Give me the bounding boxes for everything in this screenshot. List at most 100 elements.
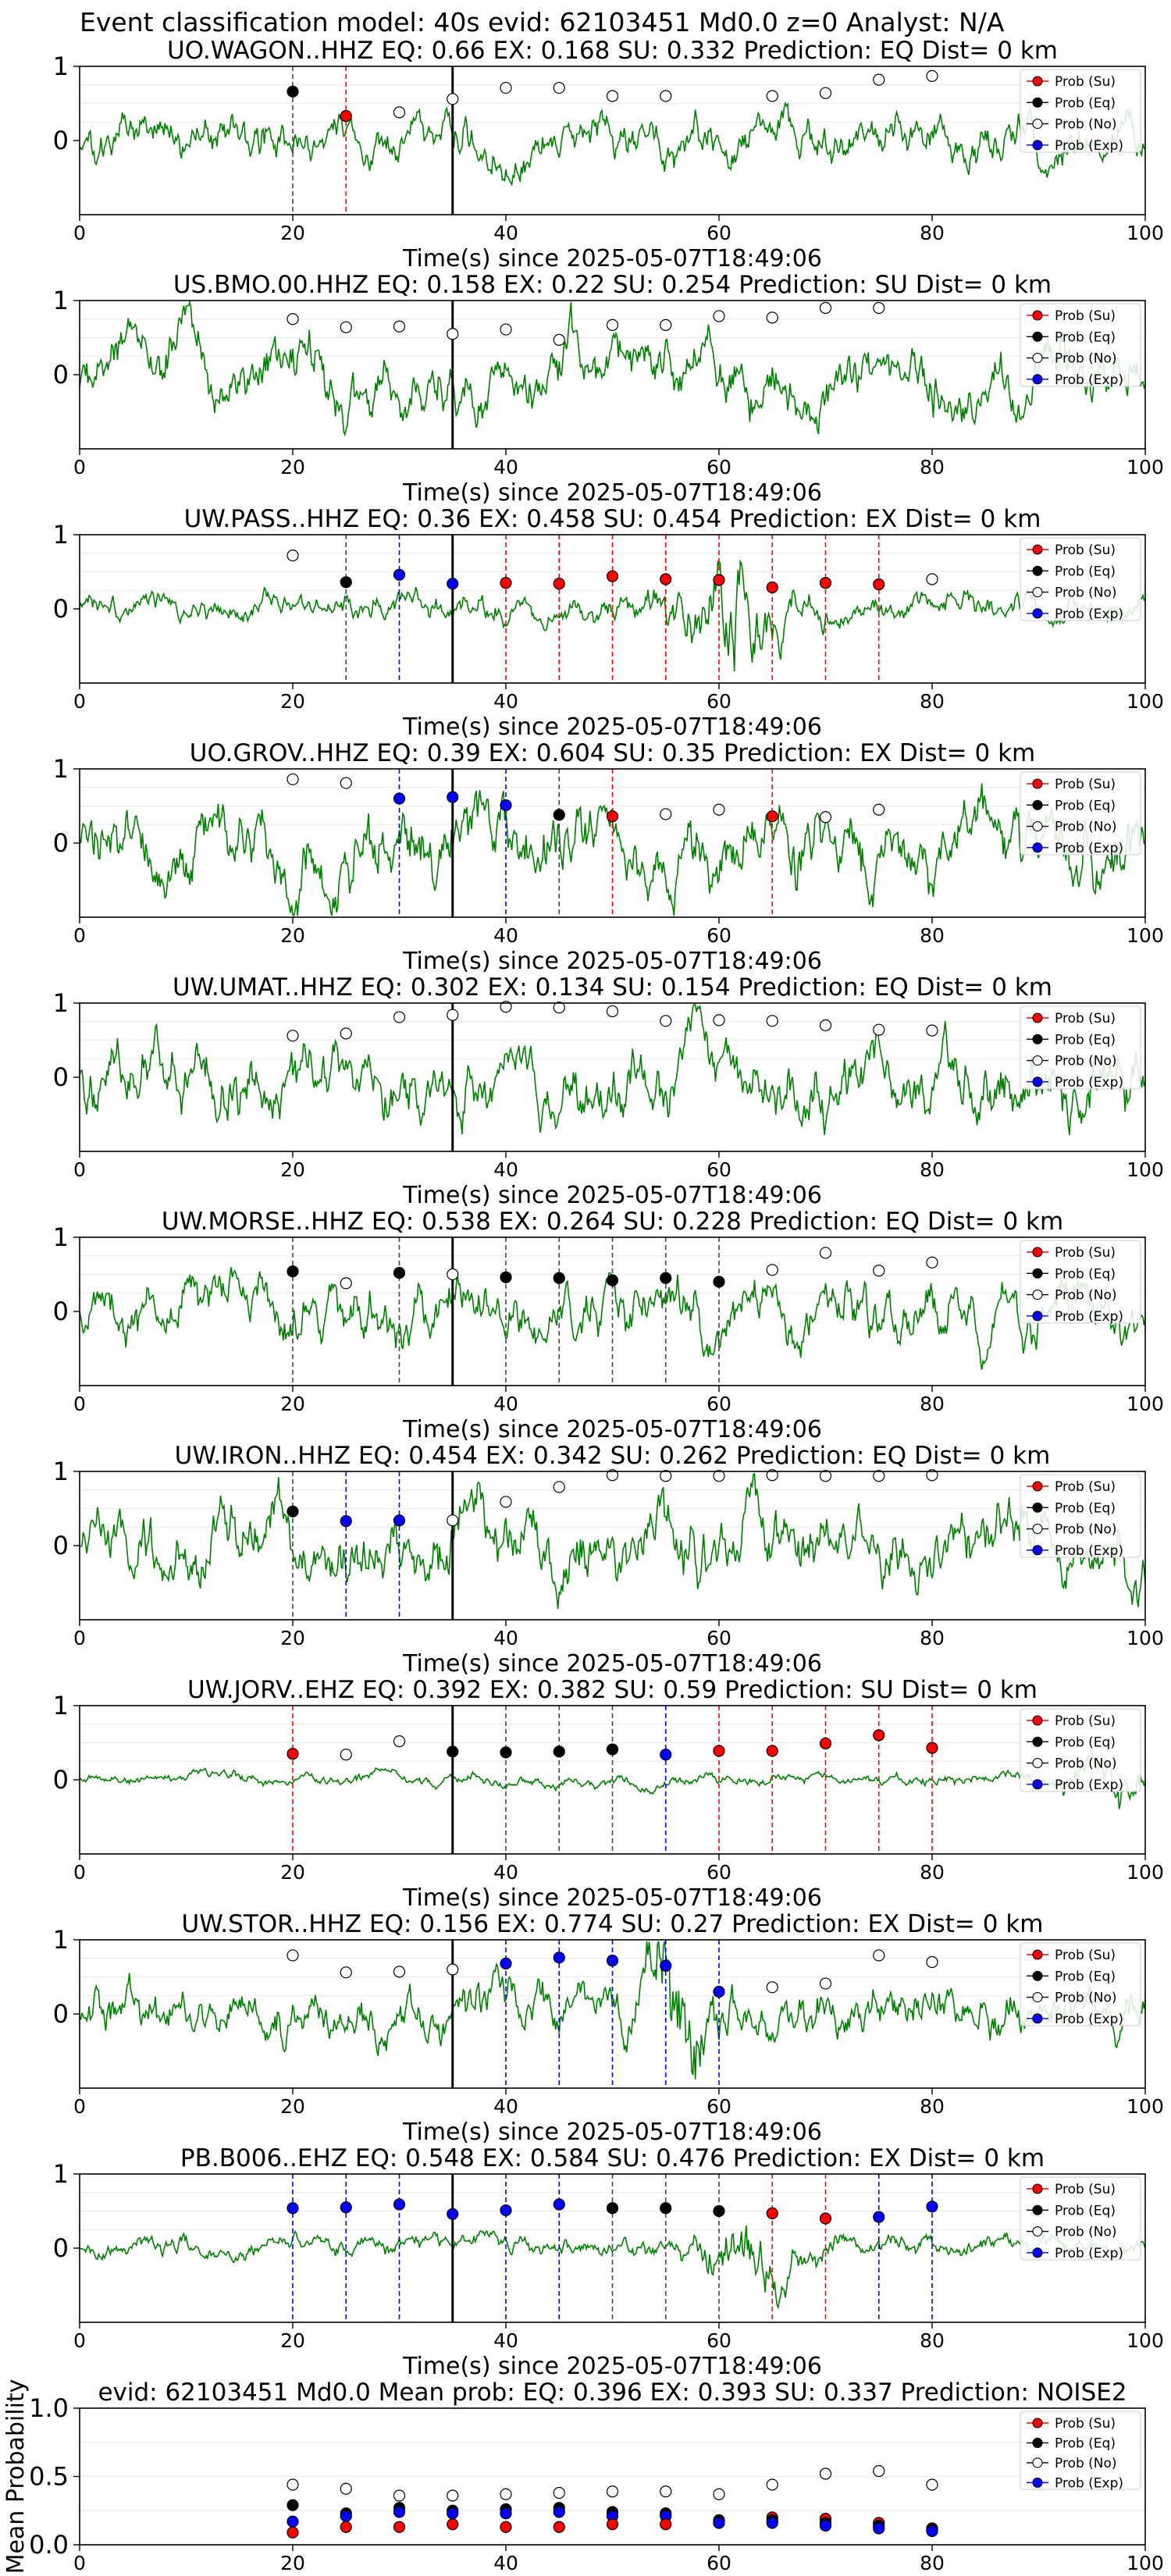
prob-point-no [553,2486,565,2500]
prob-point-exp [393,792,406,805]
prob-point-no [926,1469,938,1482]
prob-point-exp [287,2202,299,2215]
prob-point-exp [340,2201,352,2214]
x-tick-label: 60 [707,2329,731,2352]
prob-point-no [819,1470,832,1482]
prob-point-su [766,2207,778,2219]
x-tick-label: 40 [493,690,518,713]
legend-marker-exp [1032,2477,1043,2488]
legend-label: Prob (Eq) [1055,1266,1116,1282]
y-tick-label: 1 [53,1925,69,1955]
y-tick-label: 1 [53,286,69,315]
y-tick-label: 0 [53,1062,69,1092]
x-axis-label: Time(s) since 2025-05-07T18:49:06 [402,2353,822,2380]
prob-point-su [500,577,512,589]
prob-point-no [819,1019,832,1032]
legend-label: Prob (Exp) [1055,841,1123,856]
y-tick-label: 1 [53,520,69,550]
prob-point-exp [713,1985,725,1998]
legend-box [1020,1708,1141,1792]
prob-point-su [393,2521,406,2533]
prob-point-no [660,90,672,102]
prob-point-exp [447,791,459,803]
y-tick-label: 0 [53,594,69,624]
legend-marker-eq [1032,565,1043,576]
x-tick-label: 80 [920,222,945,244]
prob-point-no [873,301,885,315]
prob-point-no [393,1966,406,1978]
legend-marker-eq [1032,1502,1043,1513]
prob-point-su [660,573,672,585]
prob-point-eq [553,809,565,821]
legend-label: Prob (Exp) [1055,1777,1123,1793]
legend-marker-su [1032,2183,1043,2194]
panel-title: UW.IRON..HHZ EQ: 0.454 EX: 0.342 SU: 0.2… [175,1442,1051,1470]
prob-point-eq [287,2499,299,2511]
prob-point-no [553,1002,565,1014]
prob-point-exp [447,578,459,590]
panel-4: UO.GROV..HHZ EQ: 0.39 EX: 0.604 SU: 0.35… [53,739,1164,975]
legend-marker-eq [1032,97,1043,108]
y-tick-label: 0.0 [29,2530,69,2560]
legend-marker-su [1032,544,1043,555]
prob-point-no [393,1735,406,1748]
prob-point-no [447,1268,459,1281]
x-tick-label: 80 [920,1158,945,1181]
legend-label: Prob (Su) [1055,2416,1116,2432]
prob-point-exp [606,1955,619,1967]
legend-label: Prob (Eq) [1055,798,1116,813]
prob-point-exp [819,2519,832,2532]
prob-point-su [447,2518,459,2531]
prob-point-su [926,1742,938,1754]
prob-point-no [660,318,672,331]
x-tick-label: 20 [280,1627,305,1649]
y-tick-label: 0 [53,828,69,858]
legend-label: Prob (Eq) [1055,329,1116,345]
prob-point-no [393,2489,406,2502]
prob-point-eq [553,1745,565,1758]
legend-label: Prob (Exp) [1055,1075,1123,1091]
prob-point-no [553,333,565,346]
prob-point-no [340,777,352,789]
prob-point-no [766,1264,778,1276]
legend-marker-su [1032,1715,1043,1726]
x-tick-label: 60 [707,1393,731,1415]
x-tick-label: 100 [1127,1861,1164,1884]
x-tick-label: 100 [1127,456,1164,479]
prob-point-no [766,2478,778,2491]
y-tick-label: 0 [53,1999,69,2029]
prob-point-su [287,1748,299,1760]
prob-point-no [500,1001,512,1013]
x-tick-label: 80 [920,924,945,947]
prob-point-no [447,2489,459,2502]
prob-point-no [660,1470,672,1482]
x-tick-label: 0 [73,222,86,244]
prob-point-no [926,2478,938,2491]
prob-point-eq [606,2202,619,2215]
prob-point-no [447,1009,459,1021]
legend-marker-su [1032,1247,1043,1258]
legend-marker-no [1032,2457,1043,2468]
x-axis-label: Time(s) since 2025-05-07T18:49:06 [402,1182,822,1209]
legend-label: Prob (Eq) [1055,1969,1116,1984]
prob-point-eq [606,1274,619,1286]
x-tick-label: 80 [920,690,945,713]
prob-point-no [873,73,885,86]
legend-marker-no [1032,1991,1043,2003]
prob-point-eq [287,1505,299,1517]
x-axis-label: Time(s) since 2025-05-07T18:49:06 [402,245,822,272]
panel-10: PB.B006..EHZ EQ: 0.548 EX: 0.584 SU: 0.4… [53,2144,1164,2380]
legend-label: Prob (Eq) [1055,1032,1116,1048]
prob-point-no [766,1015,778,1027]
prob-point-no [606,1469,619,1482]
prob-point-su [553,2521,565,2533]
legend-label: Prob (Su) [1055,1948,1116,1963]
x-tick-label: 60 [707,924,731,947]
y-tick-label: 1 [53,1691,69,1720]
panel-9: UW.STOR..HHZ EQ: 0.156 EX: 0.774 SU: 0.2… [53,1910,1164,2146]
prob-point-no [553,1481,565,1493]
prob-point-eq [660,1272,672,1284]
prob-point-no [393,1011,406,1023]
